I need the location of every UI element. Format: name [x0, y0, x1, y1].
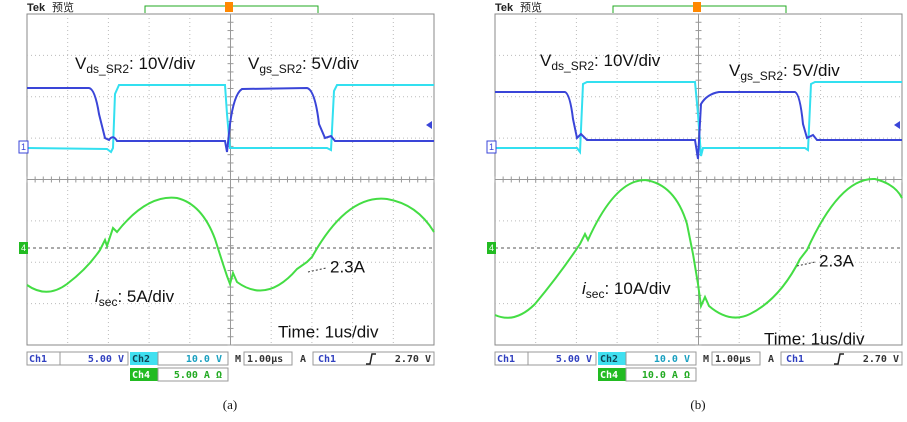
figure: Tek预览14Vds_SR2: 10V/divVgs_SR2: 5V/divis… [0, 0, 907, 422]
mode: 预览 [520, 0, 542, 14]
trigger-source: Ch1 [786, 354, 804, 365]
time-label: Time: 1us/div [764, 329, 865, 348]
ch4-value: 5.00 A Ω [174, 370, 222, 381]
ch1-marker: 1 [21, 142, 26, 152]
caption: (a) [223, 397, 237, 412]
mode: 预览 [52, 0, 74, 14]
label-text: : 10V/div [129, 54, 196, 73]
ch4-marker: 4 [489, 243, 494, 253]
subscript: sec [586, 287, 605, 301]
subscript: ds_SR2 [551, 59, 594, 73]
timebase-label: M [235, 354, 241, 365]
label-text: : 5A/div [117, 287, 174, 306]
ch2-value: 10.0 V [654, 354, 690, 365]
trigger-mode: A [300, 354, 306, 365]
ch4-label: Ch4 [132, 370, 150, 381]
subscript: ds_SR2 [86, 62, 129, 76]
ch2-label: Ch2 [132, 354, 150, 365]
brand: Tek [495, 2, 514, 14]
subscript: sec [99, 295, 118, 309]
label-text: : 5V/div [302, 54, 359, 73]
ch4-marker: 4 [21, 243, 26, 253]
ch1-label: Ch1 [29, 354, 47, 365]
subscript: gs_SR2 [259, 62, 302, 76]
ch4-value: 10.0 A Ω [642, 370, 690, 381]
ch1-marker: 1 [489, 142, 494, 152]
subscript: gs_SR2 [740, 69, 783, 83]
time-label: Time: 1us/div [278, 322, 379, 341]
ch4-label: Ch4 [600, 370, 618, 381]
ch2-label: Ch2 [600, 354, 618, 365]
trigger-level: 2.70 V [863, 354, 899, 365]
brand: Tek [27, 2, 46, 14]
symbol: V [75, 54, 87, 73]
trigger-level: 2.70 V [395, 354, 431, 365]
label-text: : 10A/div [604, 279, 671, 298]
label-text: : 10V/div [594, 51, 661, 70]
caption: (b) [690, 397, 705, 412]
symbol: V [540, 51, 552, 70]
timebase-value: 1.00µs [715, 354, 751, 365]
symbol: V [248, 54, 260, 73]
timebase-label: M [703, 354, 709, 365]
symbol: V [729, 61, 741, 80]
ch1-label: Ch1 [497, 354, 515, 365]
ch1-value: 5.00 V [556, 354, 592, 365]
timebase-value: 1.00µs [247, 354, 283, 365]
trigger-position [693, 2, 701, 12]
trigger-mode: A [768, 354, 774, 365]
current-label: 2.3A [330, 257, 366, 276]
current-label: 2.3A [819, 251, 855, 270]
label-text: : 5V/div [783, 61, 840, 80]
trigger-source: Ch1 [318, 354, 336, 365]
ch1-value: 5.00 V [88, 354, 124, 365]
ch2-value: 10.0 V [186, 354, 222, 365]
trigger-position [225, 2, 233, 12]
